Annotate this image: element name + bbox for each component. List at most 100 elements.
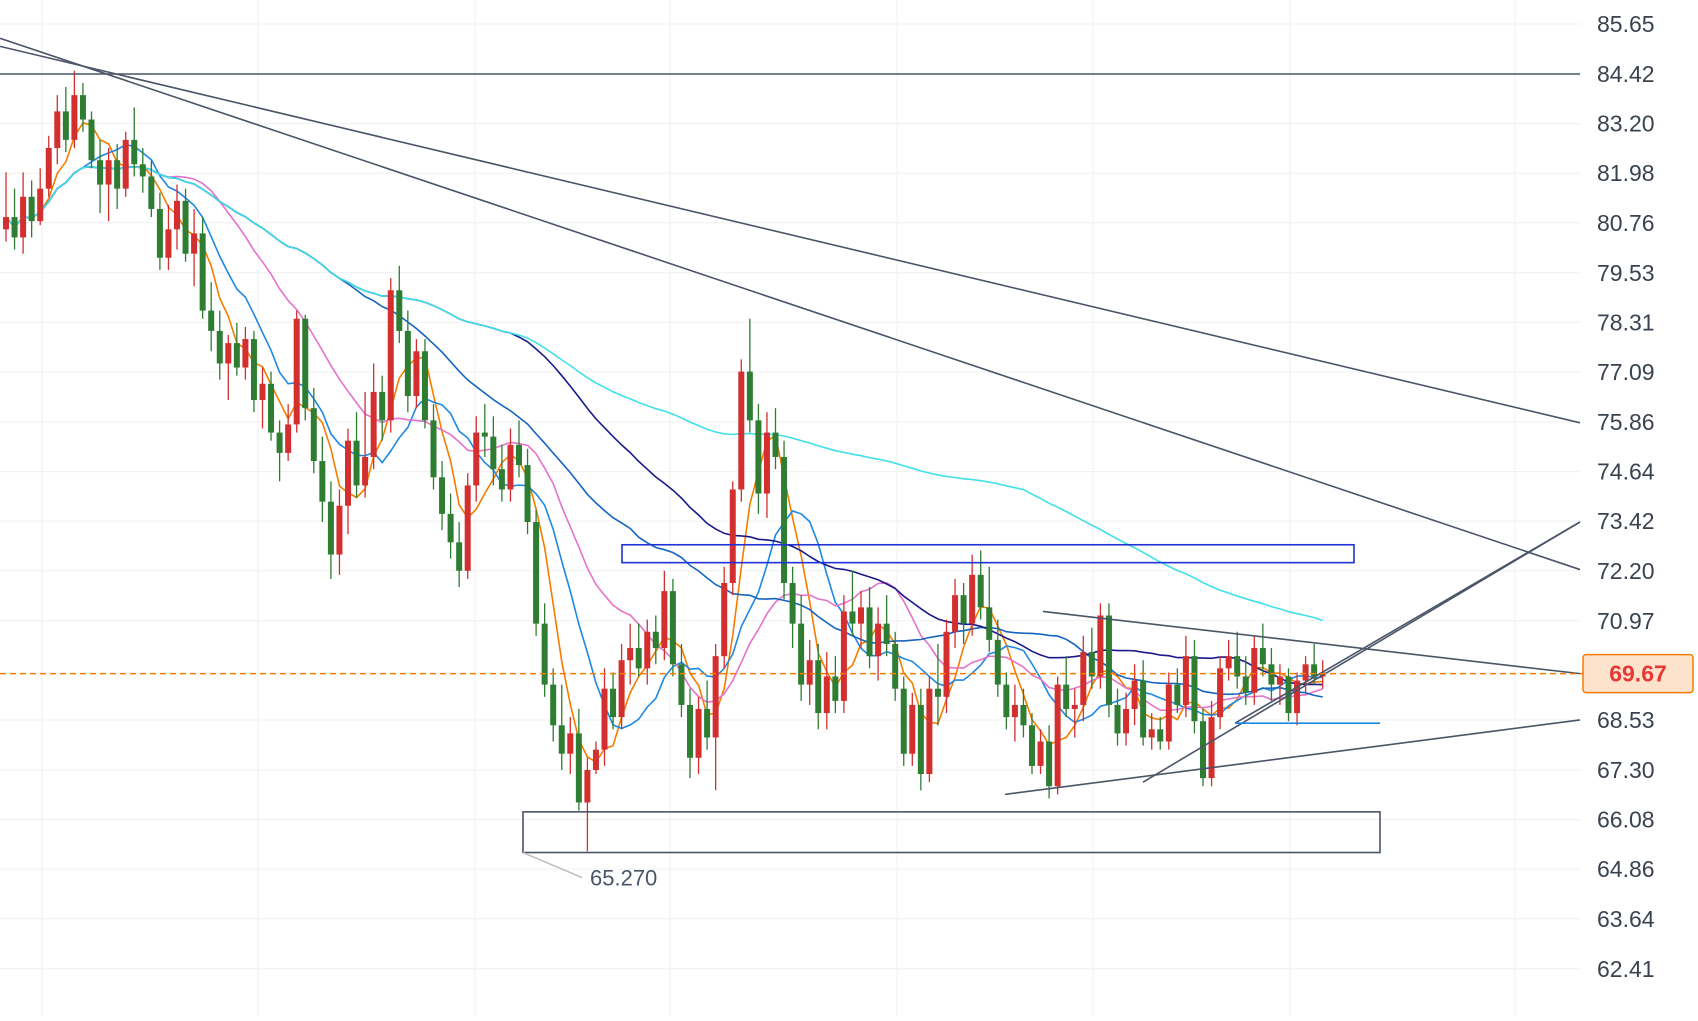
candle-body xyxy=(498,469,505,490)
candle-body xyxy=(148,176,155,209)
candle-body xyxy=(729,489,736,583)
candle-body xyxy=(464,485,471,571)
moving-average-line xyxy=(5,165,1323,622)
candle-body xyxy=(353,440,360,486)
candle-body xyxy=(1242,676,1249,693)
candle-body xyxy=(806,660,813,685)
candle-body xyxy=(456,542,463,571)
candle-body xyxy=(1251,648,1258,693)
candle-body xyxy=(661,591,668,649)
candle-body xyxy=(276,432,283,453)
candle-body xyxy=(900,688,907,754)
candle-body xyxy=(695,709,702,758)
candle-body xyxy=(71,95,78,140)
candles xyxy=(3,70,1326,852)
candle-body xyxy=(1276,676,1283,685)
candle-body xyxy=(1140,680,1147,738)
gridlines xyxy=(0,0,1580,1016)
current-price-marker: 69.67 xyxy=(0,653,1694,694)
candle-body xyxy=(1029,725,1035,766)
candle-body xyxy=(131,139,138,165)
candle-body xyxy=(1131,680,1138,710)
candle-body xyxy=(20,196,27,238)
candle-body xyxy=(1208,717,1215,779)
candle-body xyxy=(669,591,676,665)
candle-body xyxy=(1174,684,1181,705)
y-tick-label: 62.41 xyxy=(1597,956,1655,982)
candle-body xyxy=(285,424,292,453)
candle-body xyxy=(404,330,411,396)
y-tick-label: 75.86 xyxy=(1597,409,1655,435)
candle-body xyxy=(994,639,1001,685)
candle-body xyxy=(917,704,924,775)
candle-body xyxy=(858,607,864,624)
current-price-label: 69.67 xyxy=(1609,661,1667,687)
candle-body xyxy=(88,119,95,161)
candle-body xyxy=(242,339,249,368)
candle-body xyxy=(977,574,984,608)
low-label: 65.270 xyxy=(590,866,657,891)
trendline xyxy=(1234,521,1581,724)
candle-body xyxy=(1046,741,1053,787)
candle-body xyxy=(558,725,565,754)
candle-body xyxy=(1157,729,1164,742)
candle-body xyxy=(1071,704,1078,710)
candle-body xyxy=(960,595,967,624)
moving-average-line xyxy=(5,143,1323,730)
candle-body xyxy=(1123,709,1130,734)
candle-body xyxy=(883,623,890,644)
candle-body xyxy=(473,432,480,486)
candle-body xyxy=(1165,684,1172,742)
y-tick-label: 64.86 xyxy=(1597,856,1655,882)
candle-body xyxy=(199,233,206,311)
y-tick-label: 66.08 xyxy=(1597,807,1655,833)
y-tick-label: 63.64 xyxy=(1597,906,1655,932)
candle-body xyxy=(1225,656,1232,669)
candle-body xyxy=(840,611,847,701)
candle-body xyxy=(208,310,215,331)
candle-body xyxy=(345,440,351,506)
candle-body xyxy=(721,582,728,657)
candle-body xyxy=(122,139,129,189)
candle-body xyxy=(755,420,762,494)
trendline xyxy=(1004,719,1581,796)
candle-body xyxy=(1217,668,1224,718)
candle-body xyxy=(678,664,685,705)
candle-body xyxy=(746,371,753,421)
y-tick-label: 73.42 xyxy=(1597,508,1655,534)
candle-body xyxy=(704,709,711,738)
candle-body xyxy=(379,391,386,421)
candle-body xyxy=(849,611,856,624)
candle-body xyxy=(1080,652,1087,705)
trendline xyxy=(0,45,1581,424)
candle-body xyxy=(268,383,275,433)
candle-body xyxy=(370,391,377,457)
candle-body xyxy=(1294,680,1301,714)
candle-body xyxy=(62,111,69,140)
candle-body xyxy=(165,229,172,258)
candle-body xyxy=(259,383,266,401)
y-tick-label: 78.31 xyxy=(1597,309,1655,335)
candle-body xyxy=(3,217,9,230)
candle-body xyxy=(644,631,651,669)
low-leader-line xyxy=(522,851,583,879)
candle-body xyxy=(1063,684,1070,710)
y-tick-label: 81.98 xyxy=(1597,160,1655,186)
candle-body xyxy=(1097,615,1104,677)
candle-body xyxy=(635,648,642,669)
candle-body xyxy=(1200,721,1206,779)
candle-body xyxy=(952,595,959,632)
candle-body xyxy=(1020,704,1027,726)
candle-body xyxy=(156,208,163,258)
candle-body xyxy=(1302,664,1309,681)
candle-body xyxy=(550,684,557,726)
candle-body xyxy=(969,574,976,624)
candle-body xyxy=(114,160,121,189)
candle-body xyxy=(627,648,634,661)
drawings xyxy=(0,37,1581,854)
candle-body xyxy=(45,147,52,189)
y-tick-label: 72.20 xyxy=(1597,558,1655,584)
candle-body xyxy=(584,769,591,803)
candle-body xyxy=(798,623,805,685)
